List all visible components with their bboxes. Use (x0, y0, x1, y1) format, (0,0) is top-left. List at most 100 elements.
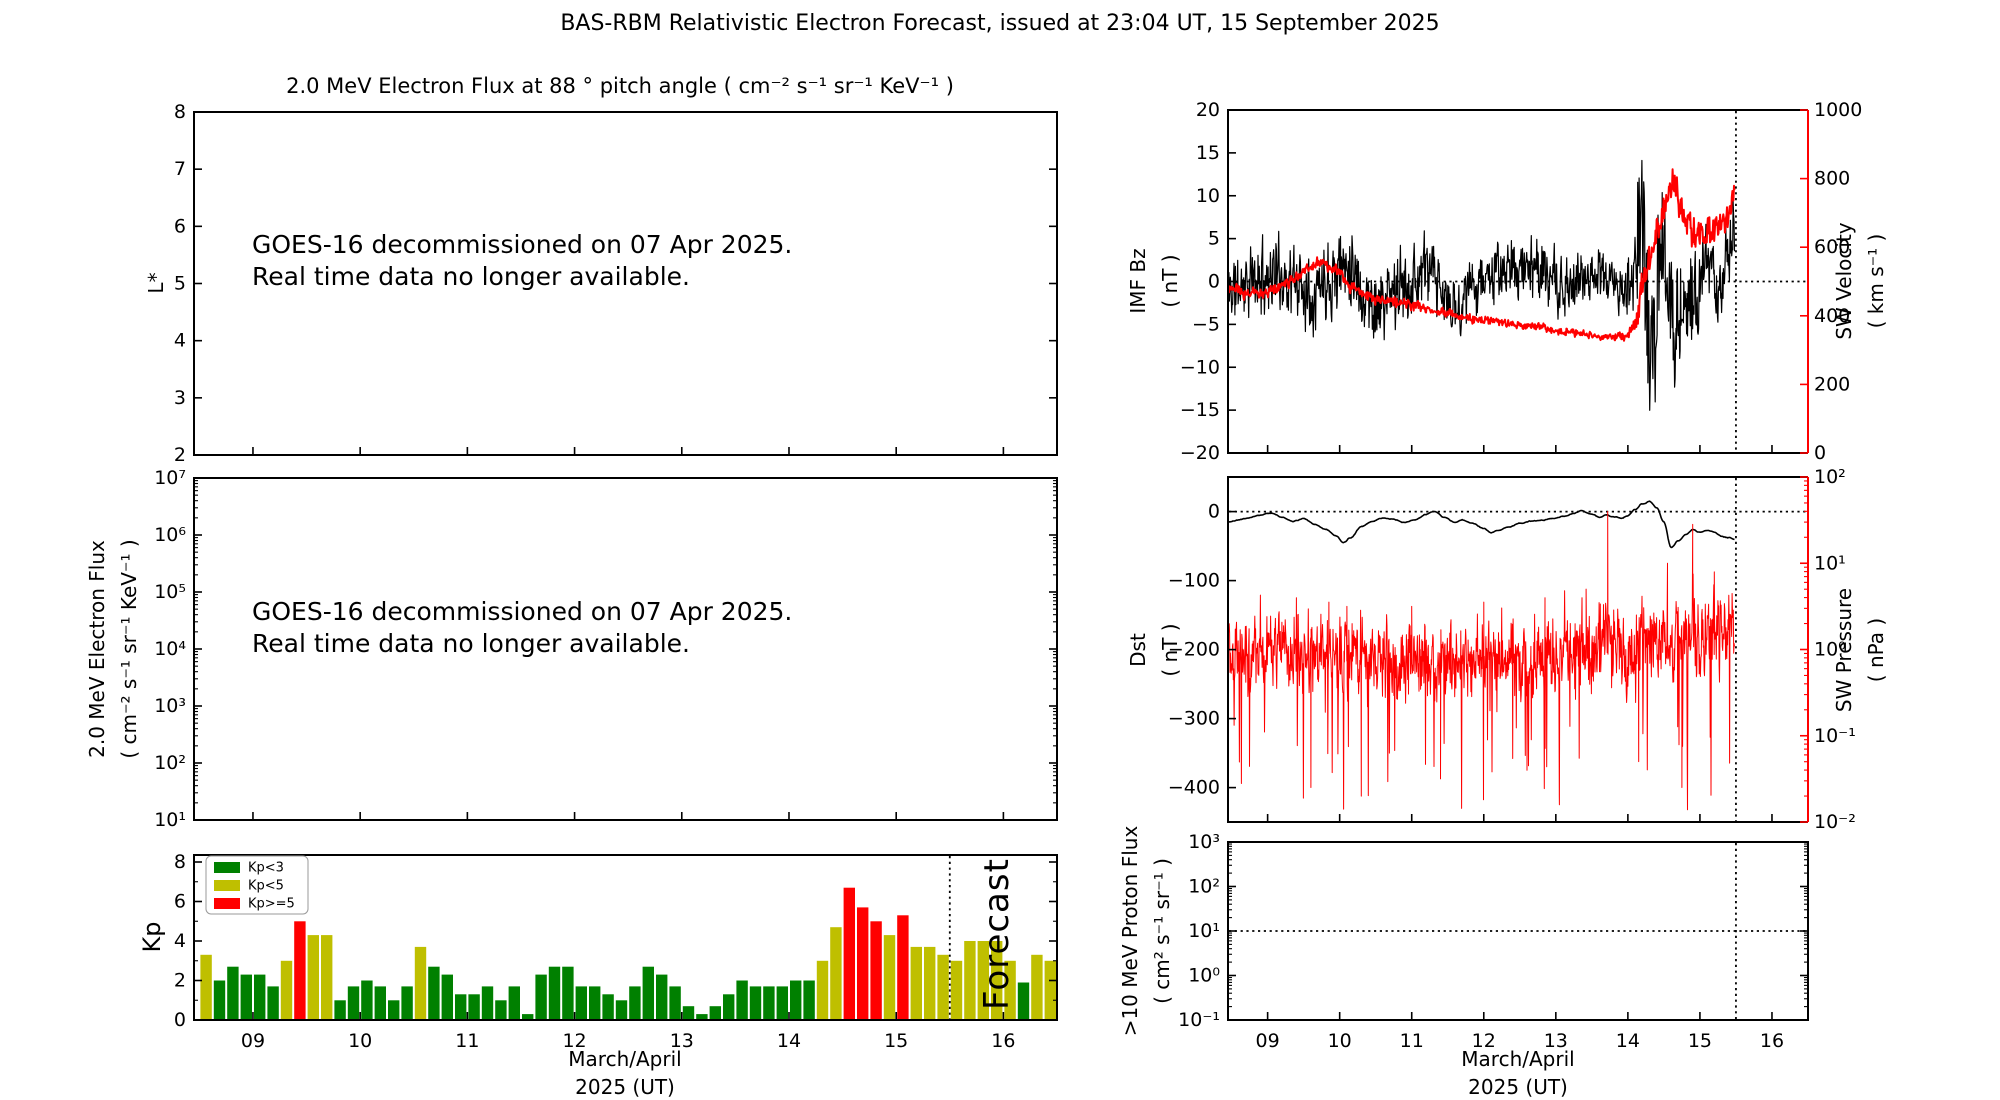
axis-tick-label: −400 (1168, 777, 1220, 799)
kp-legend-swatch-red (214, 898, 240, 909)
kp-bar (575, 986, 587, 1019)
axis-tick-label: 5 (174, 273, 186, 295)
panel-title-electron-flux: 2.0 MeV Electron Flux at 88 ° pitch angl… (286, 74, 954, 98)
kp-bar (897, 915, 909, 1019)
axis-tick-label: −20 (1180, 442, 1220, 464)
kp-bar (414, 946, 427, 1019)
kp-bar (642, 966, 654, 1019)
kp-bar (548, 966, 561, 1019)
kp-bar (522, 1014, 534, 1019)
kp-legend-swatch-green (214, 862, 240, 873)
axis-tick-label: 10² (154, 752, 186, 774)
kp-bar (816, 960, 829, 1020)
goes-notice-line2: Real time data no longer available. (252, 262, 690, 291)
kp-bar (388, 1000, 400, 1020)
axis-tick-label: 10⁴ (154, 638, 186, 660)
axis-tick-label: 10⁻¹ (1178, 1009, 1220, 1031)
kp-axis-label: Kp (138, 922, 166, 953)
x-axis-day-label: 13 (1544, 1030, 1568, 1052)
kp-bar (736, 980, 748, 1019)
axis-tick-label: 0 (1208, 271, 1220, 293)
axis-tick-label: 10¹ (1814, 552, 1846, 574)
kp-bar (723, 994, 735, 1019)
axis-tick-label: −15 (1180, 399, 1220, 421)
x-axis-title-right-line1: March/April (1461, 1047, 1574, 1071)
kp-bar (615, 1000, 628, 1020)
axis-tick-label: 200 (1814, 373, 1850, 395)
kp-bar (950, 960, 963, 1020)
kp-bar (1031, 954, 1043, 1019)
sw-velocity-axis-label-line1: SW Velocity (1832, 222, 1856, 339)
kp-bar (602, 994, 614, 1019)
x-axis-day-label: 09 (1256, 1030, 1280, 1052)
kp-bar (334, 1000, 346, 1020)
kp-bar (468, 994, 480, 1019)
kp-bar (267, 986, 279, 1019)
axis-tick-label: 800 (1814, 168, 1850, 190)
kp-bar (227, 966, 239, 1019)
axis-tick-label: 5 (1208, 228, 1220, 250)
kp-bar (883, 935, 896, 1019)
kp-bar (696, 1014, 708, 1019)
axis-tick-label: 10⁻² (1814, 811, 1856, 833)
kp-bar (280, 960, 293, 1020)
axis-tick-label: 7 (174, 158, 186, 180)
x-axis-day-label: 16 (991, 1030, 1015, 1052)
axis-tick-label: 10² (1188, 876, 1220, 898)
figure-title: BAS-RBM Relativistic Electron Forecast, … (560, 11, 1439, 36)
chart-text-layer: BAS-RBM Relativistic Electron Forecast, … (85, 11, 1888, 1099)
panel-frame (1227, 841, 1809, 1021)
chart-render-layer: 876543210⁷10⁶10⁵10⁴10³10²10¹024682015105… (154, 99, 1862, 1052)
x-axis-title-right-line2: 2025 (UT) (1468, 1075, 1568, 1099)
axis-tick-label: −5 (1192, 313, 1220, 335)
axis-tick-label: −200 (1168, 639, 1220, 661)
axis-tick-label: 10⁵ (154, 581, 186, 603)
kp-bar (1004, 960, 1016, 1020)
x-axis-day-label: 12 (562, 1030, 586, 1052)
x-axis-day-label: 10 (348, 1030, 372, 1052)
electron-flux-axis-label-line1: 2.0 MeV Electron Flux (85, 540, 109, 758)
kp-bar (562, 966, 574, 1019)
kp-bar (803, 980, 815, 1019)
axis-tick-label: 600 (1814, 236, 1850, 258)
axis-tick-label: 10³ (154, 695, 186, 717)
kp-bar (964, 941, 976, 1019)
axis-tick-label: 15 (1196, 142, 1220, 164)
axis-tick-label: 10⁷ (154, 467, 186, 489)
kp-bar (589, 986, 601, 1019)
imf-bz-axis-label-line2: ( nT ) (1158, 254, 1182, 307)
kp-bar (629, 986, 641, 1019)
kp-bar (924, 946, 936, 1019)
forecast-watermark: Forecast (977, 858, 1017, 1010)
electron-flux-axis-label-line2: ( cm⁻² s⁻¹ sr⁻¹ KeV⁻¹ ) (117, 539, 141, 758)
imf-bz-line (1227, 159, 1736, 411)
kp-bar (763, 986, 775, 1019)
kp-bar (535, 974, 547, 1019)
x-axis-day-label: 12 (1472, 1030, 1496, 1052)
sw-pressure-axis-label-line1: SW Pressure (1832, 588, 1856, 712)
kp-bar (307, 935, 319, 1019)
kp-bar (910, 946, 922, 1019)
axis-tick-label: 10⁰ (1814, 639, 1846, 661)
axis-tick-label: −300 (1168, 708, 1220, 730)
x-axis-day-label: 09 (241, 1030, 265, 1052)
proton-flux-axis-label-line1: >10 MeV Proton Flux (1118, 826, 1142, 1037)
kp-bar (857, 907, 869, 1019)
goes-notice-flux-line1: GOES-16 decommissioned on 07 Apr 2025. (252, 597, 792, 626)
axis-tick-label: 10² (1814, 466, 1846, 488)
sw-pressure-line (1227, 511, 1735, 811)
kp-legend-label-yellow: Kp<5 (248, 879, 284, 894)
kp-bar (294, 921, 306, 1020)
kp-bar (1017, 982, 1030, 1019)
kp-bar (213, 980, 226, 1019)
kp-legend: Kp<3 Kp<5 Kp>=5 (205, 855, 309, 915)
axis-tick-label: 0 (174, 1009, 186, 1031)
panel-frame (193, 854, 1058, 1021)
axis-tick-label: 6 (174, 215, 186, 237)
x-axis-day-label: 15 (1688, 1030, 1712, 1052)
axis-tick-label: 10 (1196, 185, 1220, 207)
kp-bar (790, 980, 802, 1019)
lstar-axis-label: L* (144, 272, 168, 293)
x-axis-day-label: 14 (1616, 1030, 1640, 1052)
x-axis-day-label: 10 (1328, 1030, 1352, 1052)
